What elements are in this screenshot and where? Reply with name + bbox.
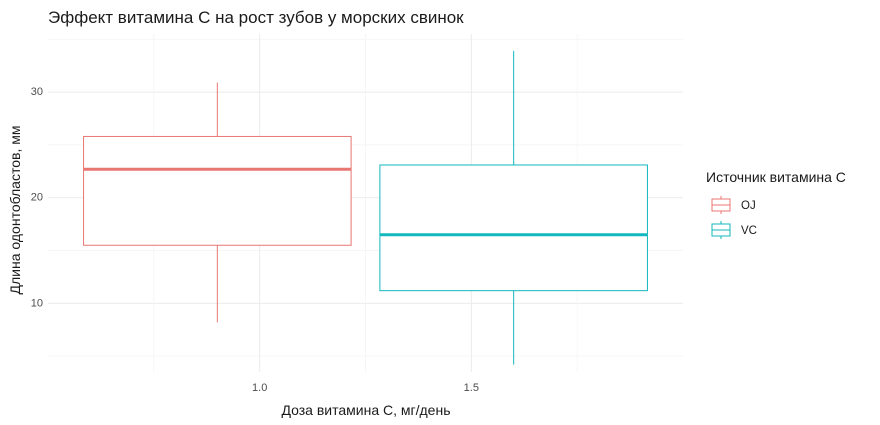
legend-title: Источник витамина С xyxy=(706,169,846,185)
x-tick-label: 1.0 xyxy=(252,382,267,394)
legend-key-oj xyxy=(711,196,731,214)
chart-title: Эффект витамина С на рост зубов у морски… xyxy=(48,8,464,27)
y-tick-label: 30 xyxy=(31,86,43,98)
box-iqr xyxy=(83,135,352,246)
legend-label-vc: VC xyxy=(741,225,757,237)
y-tick-label: 20 xyxy=(31,192,43,204)
y-axis-title: Длина одонтобластов, мм xyxy=(7,126,23,295)
legend-key-vc xyxy=(711,221,731,239)
legend-label-oj: OJ xyxy=(741,200,756,212)
legend-keys xyxy=(711,196,731,239)
y-tick-labels: 10 20 30 xyxy=(31,86,43,309)
box-oj xyxy=(83,82,352,323)
y-tick-label: 10 xyxy=(31,297,43,309)
x-axis-title: Доза витамина С, мг/день xyxy=(281,402,450,418)
legend: Источник витамина С OJ VC xyxy=(706,169,846,239)
box-vc xyxy=(379,50,648,365)
boxes xyxy=(83,50,648,365)
x-tick-labels: 1.0 1.5 xyxy=(252,382,479,394)
box-iqr xyxy=(379,164,648,292)
x-tick-label: 1.5 xyxy=(464,382,479,394)
